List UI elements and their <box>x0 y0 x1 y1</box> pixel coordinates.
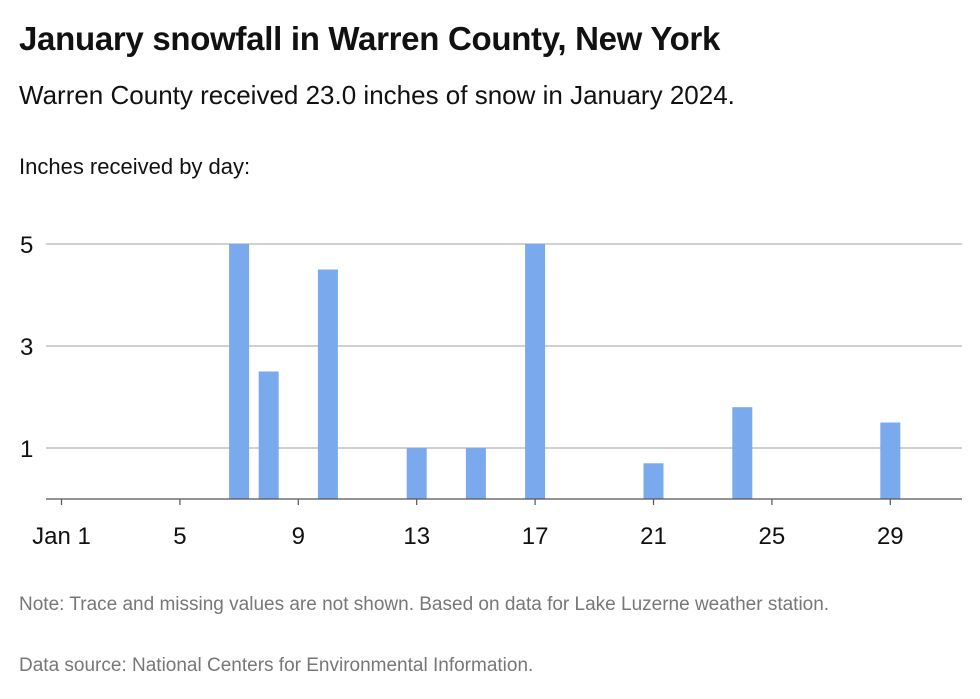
x-tick-label: 17 <box>522 523 549 550</box>
x-tick-label: 5 <box>173 523 186 550</box>
chart-title: January snowfall in Warren County, New Y… <box>19 20 721 57</box>
bar-day-29 <box>880 422 901 499</box>
bar-day-10 <box>317 269 338 499</box>
data-source: Data source: National Centers for Enviro… <box>19 655 534 676</box>
x-tick-label: 13 <box>403 523 430 550</box>
bar-day-24 <box>732 407 753 499</box>
bar-day-21 <box>643 463 664 499</box>
x-tick-label: 29 <box>877 523 904 550</box>
bar-day-17 <box>525 244 546 499</box>
bar-day-8 <box>258 371 279 499</box>
chart-note: Note: Trace and missing values are not s… <box>19 594 830 615</box>
x-tick-label: 21 <box>640 523 667 550</box>
chart-subtitle: Warren County received 23.0 inches of sn… <box>19 80 735 110</box>
y-tick-label: 3 <box>20 334 33 361</box>
y-tick-label: 5 <box>20 232 33 259</box>
y-axis-label: Inches received by day: <box>19 154 251 179</box>
bar-day-13 <box>406 448 427 499</box>
x-tick-label: Jan 1 <box>32 523 91 550</box>
x-tick-label: 25 <box>759 523 786 550</box>
bar-day-15 <box>465 448 486 499</box>
bar-day-7 <box>229 244 250 499</box>
x-tick-label: 9 <box>292 523 305 550</box>
y-tick-label: 1 <box>20 436 33 463</box>
